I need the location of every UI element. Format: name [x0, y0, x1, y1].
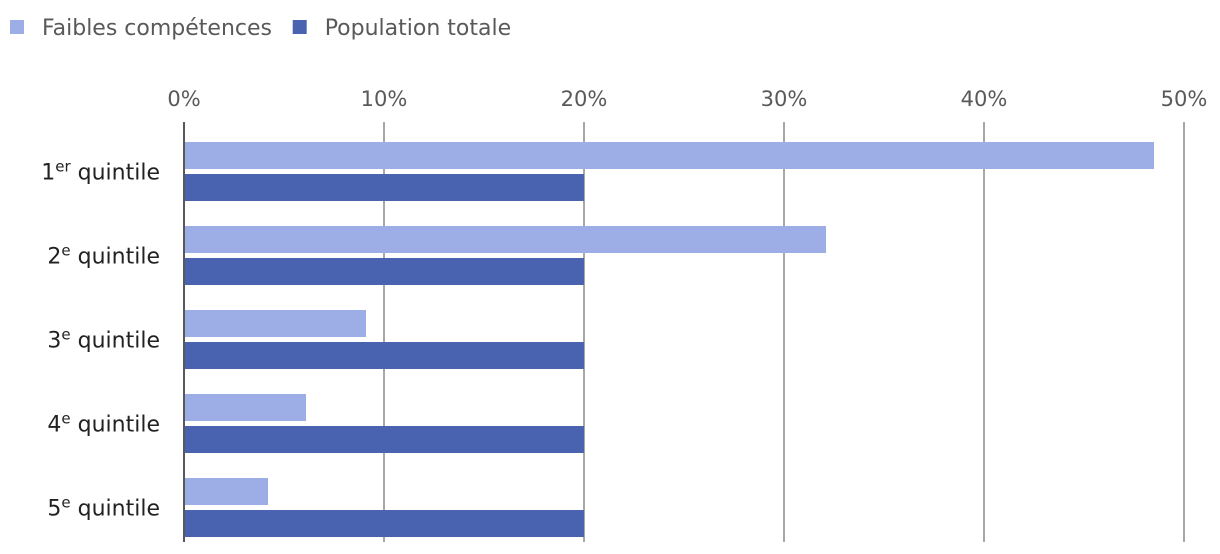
x-tick-label-2: 20%: [561, 87, 608, 111]
category-label-4: 4e quintile: [47, 410, 160, 438]
category-label-number: 4: [47, 413, 61, 438]
x-tick-label-0: 0%: [167, 87, 200, 111]
category-label-1: 1er quintile: [41, 158, 160, 186]
bar-s1-q3: [184, 310, 366, 337]
category-label-5: 5e quintile: [47, 494, 160, 522]
category-label-superscript: e: [61, 410, 70, 428]
bar-s1-q4: [184, 394, 306, 421]
bar-s1-q1: [184, 142, 1154, 169]
category-label-superscript: e: [61, 242, 70, 260]
category-label-3: 3e quintile: [47, 326, 160, 354]
bar-s1-q5: [184, 478, 268, 505]
x-tick-label-3: 30%: [761, 87, 808, 111]
category-label-superscript: er: [55, 158, 71, 176]
bar-s1-q2: [184, 226, 826, 253]
bar-s2-q1: [184, 174, 584, 201]
bar-s2-q4: [184, 426, 584, 453]
bar-s2-q5: [184, 510, 584, 537]
bar-s2-q3: [184, 342, 584, 369]
x-tick-label-5: 50%: [1161, 87, 1208, 111]
category-label-2: 2e quintile: [47, 242, 160, 270]
legend-label-1: Faibles compétences: [42, 16, 272, 41]
category-label-superscript: e: [61, 494, 70, 512]
legend-swatch-2: [292, 20, 307, 34]
legend-label-2: Population totale: [325, 16, 511, 41]
category-label-number: 2: [47, 245, 61, 270]
category-label-number: 5: [47, 497, 61, 522]
x-tick-label-1: 10%: [361, 87, 408, 111]
category-label-superscript: e: [61, 326, 70, 344]
category-label-text: quintile: [71, 161, 160, 186]
x-tick-label-4: 40%: [961, 87, 1008, 111]
category-label-number: 1: [41, 161, 55, 186]
category-label-number: 3: [47, 329, 61, 354]
category-label-text: quintile: [71, 245, 160, 270]
category-label-text: quintile: [71, 413, 160, 438]
bar-s2-q2: [184, 258, 584, 285]
legend-swatch-1: [10, 20, 24, 34]
category-label-text: quintile: [71, 329, 160, 354]
category-label-text: quintile: [71, 497, 160, 522]
